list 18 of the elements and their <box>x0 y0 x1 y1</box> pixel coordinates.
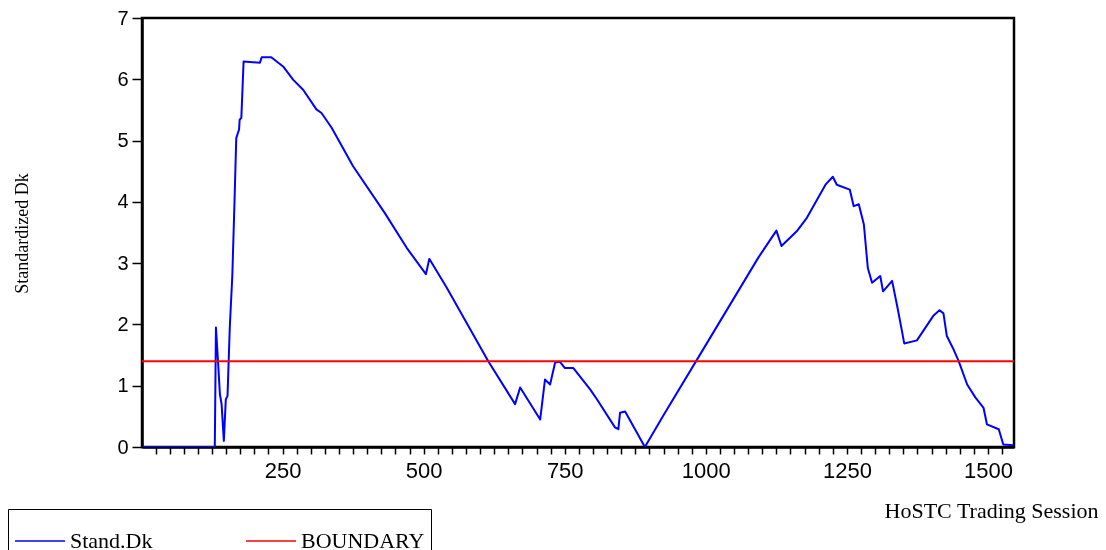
y-tick-label: 3 <box>117 251 129 274</box>
y-tick-label: 5 <box>117 129 129 152</box>
x-tick-label: 1500 <box>964 457 1014 483</box>
y-tick-label: 2 <box>117 312 129 335</box>
y-tick-label: 4 <box>117 190 129 213</box>
x-tick-label: 500 <box>405 457 443 483</box>
y-tick-label: 1 <box>117 374 129 397</box>
x-tick-label: 750 <box>546 457 584 483</box>
x-axis-title: HoSTC Trading Session <box>884 497 1099 523</box>
y-tick-label: 6 <box>117 67 129 90</box>
legend-label: BOUNDARY <box>301 528 425 550</box>
y-tick-label: 7 <box>117 6 129 29</box>
y-tick-label: 0 <box>117 435 129 458</box>
x-tick-label: 250 <box>264 457 302 483</box>
x-tick-label: 1000 <box>681 457 731 483</box>
y-axis-title: Standardized Dk <box>11 173 32 294</box>
x-tick-label: 1250 <box>822 457 872 483</box>
legend-label: Stand.Dk <box>70 528 153 550</box>
